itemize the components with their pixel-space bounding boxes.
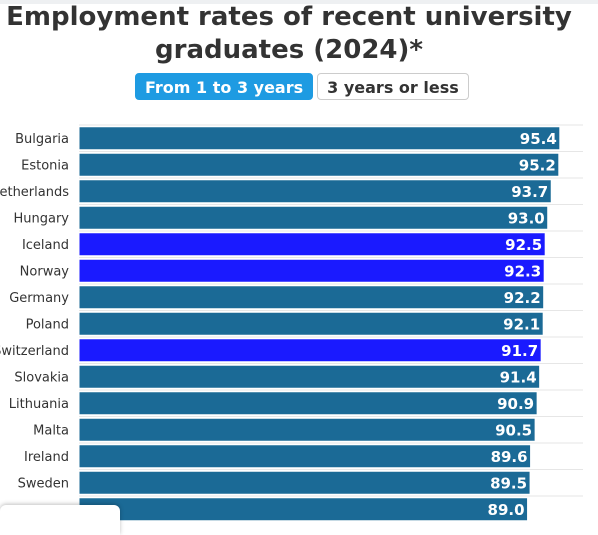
bar	[78, 232, 546, 257]
category-label: Germany	[9, 291, 69, 306]
data-label: 90.5	[495, 421, 532, 439]
bar	[78, 311, 544, 336]
bar	[78, 126, 561, 151]
data-label: 93.0	[508, 209, 545, 227]
category-label: Poland	[26, 317, 69, 332]
bar	[78, 391, 538, 416]
data-label: 90.9	[497, 395, 534, 413]
bar	[78, 258, 545, 283]
data-label: 89.6	[491, 448, 528, 466]
data-label: 95.4	[520, 130, 557, 148]
data-label: 89.5	[490, 474, 527, 492]
category-label: Ireland	[24, 450, 69, 465]
bar	[78, 470, 531, 495]
bar	[78, 497, 529, 522]
bar	[78, 152, 560, 177]
data-label: 93.7	[511, 183, 548, 201]
data-label: 89.0	[488, 501, 525, 519]
bar	[78, 417, 536, 442]
footer-panel	[0, 505, 120, 535]
category-label: Iceland	[22, 238, 69, 253]
data-label: 91.4	[500, 368, 537, 386]
data-label: 92.3	[504, 262, 541, 280]
data-label: 92.5	[505, 236, 542, 254]
category-label: Bulgaria	[15, 132, 69, 147]
data-label: 92.1	[503, 315, 540, 333]
bar	[78, 205, 549, 230]
chart-title-line-1: Employment rates of recent university	[6, 2, 572, 32]
data-label: 92.2	[504, 289, 541, 307]
period-toggle: From 1 to 3 years 3 years or less	[135, 73, 469, 100]
bar	[78, 338, 542, 363]
top-strip	[0, 0, 598, 4]
category-label: Norway	[20, 264, 70, 279]
category-label: Estonia	[21, 158, 69, 173]
data-label: 95.2	[519, 156, 556, 174]
tab-from-1-to-3-years[interactable]: From 1 to 3 years	[135, 73, 314, 100]
category-label: Sweden	[18, 476, 69, 491]
category-label: Switzerland	[0, 344, 69, 359]
category-label: Malta	[33, 423, 69, 438]
category-label: Lithuania	[9, 397, 69, 412]
bar	[78, 364, 541, 389]
tab-3-years-or-less[interactable]: 3 years or less	[317, 73, 469, 100]
category-label: Hungary	[13, 211, 69, 226]
bar	[78, 179, 552, 204]
bar	[78, 285, 545, 310]
category-label: Slovakia	[14, 370, 69, 385]
category-label: Netherlands	[0, 185, 69, 200]
chart-title: Employment rates of recent university gr…	[0, 1, 578, 67]
data-label: 91.7	[501, 342, 538, 360]
bar	[78, 444, 532, 469]
chart-title-line-2: graduates (2024)*	[155, 35, 423, 65]
